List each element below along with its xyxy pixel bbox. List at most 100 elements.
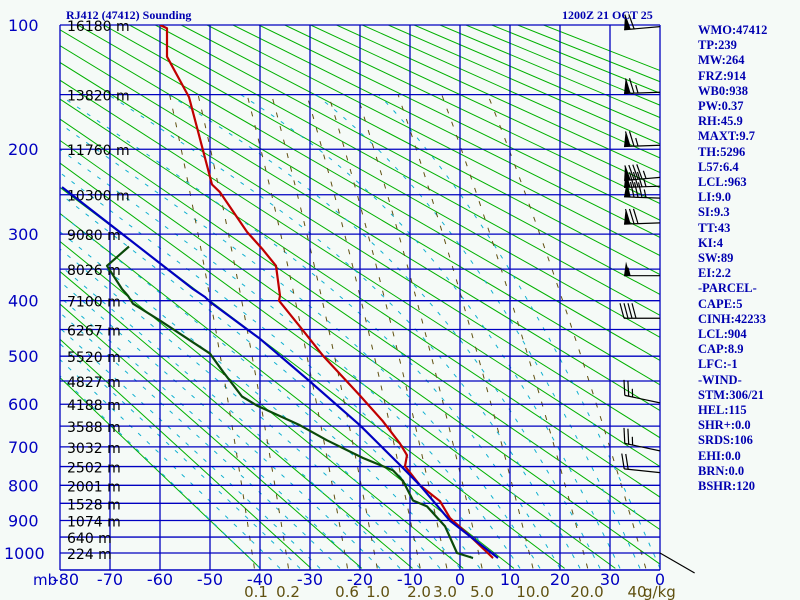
index-value: BRN:0.0 — [698, 463, 745, 478]
pressure-label: 400 — [8, 292, 39, 311]
wind-barb-half — [635, 137, 639, 147]
index-value: TP:239 — [698, 38, 737, 53]
mixing-ratio-label: 5.0 — [470, 583, 494, 600]
temperature-tick-label: 20 — [550, 570, 570, 589]
temperature-profile-line — [159, 25, 494, 559]
mixing-ratio-label: 0.2 — [276, 583, 300, 600]
mixing-ratio-label: 3.0 — [433, 583, 457, 600]
wind-barb-full — [628, 14, 635, 30]
dry-adiabat-line — [60, 270, 413, 569]
wind-barb-full — [623, 303, 629, 319]
index-value: LCL:963 — [698, 175, 747, 190]
index-value: -PARCEL- — [698, 281, 757, 296]
index-value: EI:2.2 — [698, 266, 731, 281]
height-label: 10300 m — [67, 189, 130, 205]
dry-adiabat-line — [60, 139, 660, 565]
temperature-tick-label: -60 — [147, 570, 173, 589]
mixing-ratio-label: 40 — [627, 583, 646, 600]
mixing-ratio-label: 20.0 — [570, 583, 603, 600]
wind-barb-staff — [624, 394, 661, 404]
index-value: WMO:47412 — [698, 23, 768, 37]
profiles — [61, 25, 499, 560]
dry-adiabat-line — [388, 25, 660, 145]
dry-adiabat-line — [413, 25, 660, 132]
dry-adiabat-line — [60, 29, 660, 386]
index-value: SI:9.3 — [698, 205, 730, 220]
mixing-ratio-label: 0.6 — [335, 583, 359, 600]
grid — [59, 24, 661, 571]
wind-barb-full — [624, 165, 631, 181]
dry-adiabat-line — [60, 212, 515, 569]
temperature-tick-label: 0 — [455, 570, 465, 589]
index-value: L57:6.4 — [698, 159, 739, 174]
wind-barb-full — [623, 427, 626, 444]
height-label: 4827 m — [67, 375, 121, 391]
height-label: 11760 m — [67, 143, 130, 159]
height-label: 9080 m — [67, 228, 121, 244]
wind-barbs — [619, 14, 695, 574]
temperature-tick-label: -10 — [397, 570, 423, 589]
height-label: 7100 m — [67, 295, 121, 311]
pressure-label: 300 — [8, 225, 39, 244]
height-label: 3032 m — [67, 441, 121, 457]
sounding-title: RJ412 (47412) Sounding — [66, 8, 192, 22]
dry-adiabat-line — [77, 25, 660, 362]
dry-adiabat-line — [60, 376, 261, 569]
moist-adiabat-line — [60, 358, 281, 569]
index-value: -WIND- — [698, 372, 742, 387]
dry-adiabat-line — [60, 118, 660, 531]
pressure-label: 1000 — [4, 544, 45, 563]
height-label: 8026 m — [67, 263, 121, 279]
index-value: KI:4 — [698, 235, 723, 250]
wind-barb-full — [628, 78, 635, 94]
index-value: CAPE:5 — [698, 296, 743, 311]
wind-barb-full — [624, 131, 631, 147]
index-value: PW:0.37 — [698, 99, 744, 114]
index-value: EHI:0.0 — [698, 448, 741, 463]
wind-barb-half — [643, 178, 647, 187]
wind-barb-full — [636, 171, 643, 187]
mixing-ratio-label: 2.0 — [407, 583, 431, 600]
wind-barb-half — [643, 189, 647, 198]
dry-adiabat-line — [310, 25, 660, 189]
temperature-tick-label: 10 — [500, 570, 520, 589]
index-value: SW:89 — [698, 251, 734, 266]
moist-adiabat-line — [60, 343, 301, 569]
pressure-label: 800 — [8, 476, 39, 495]
index-value: STM:306/21 — [698, 387, 764, 402]
wind-barb-full — [628, 172, 635, 188]
dry-adiabat-line — [60, 303, 363, 569]
wind-barb-full — [621, 453, 625, 469]
mixing-ratio-label: 10.0 — [516, 583, 549, 600]
wind-barb-full — [637, 182, 643, 198]
height-label: 13820 m — [67, 89, 130, 105]
dry-adiabat-line — [129, 25, 660, 316]
dry-adiabat-line — [336, 25, 660, 174]
index-value: MAXT:9.7 — [698, 129, 756, 144]
temperature-tick-label: 0 — [655, 570, 665, 589]
mixing-ratio-lines — [169, 94, 647, 569]
dry-adiabat-line — [60, 338, 312, 569]
parcel-profile-line — [61, 186, 499, 559]
dry-adiabat-line — [439, 25, 660, 119]
height-label: 2502 m — [67, 461, 121, 477]
moist-adiabat-line — [60, 296, 361, 569]
moist-adiabat-line — [60, 375, 261, 569]
index-value: LCL:904 — [698, 327, 747, 342]
index-value: LI:9.0 — [698, 190, 731, 205]
index-value: WB0:938 — [698, 83, 748, 98]
wind-barb-full — [632, 164, 639, 180]
pressure-label: 900 — [8, 512, 39, 531]
dry-adiabat-line — [60, 45, 660, 412]
height-label: 5520 m — [67, 350, 121, 366]
mixing-ratio-label: 0.1 — [244, 583, 268, 600]
dry-adiabat-line — [103, 25, 660, 338]
sounding-datetime: 1200Z 21 OCT 25 — [562, 8, 653, 22]
dry-adiabat-line — [206, 25, 660, 257]
wind-barb-full — [628, 131, 635, 147]
pressure-label: 200 — [8, 140, 39, 159]
mixing-ratio-line — [487, 94, 647, 569]
pressure-label: 500 — [8, 347, 39, 366]
index-value: LFC:-1 — [698, 357, 738, 372]
